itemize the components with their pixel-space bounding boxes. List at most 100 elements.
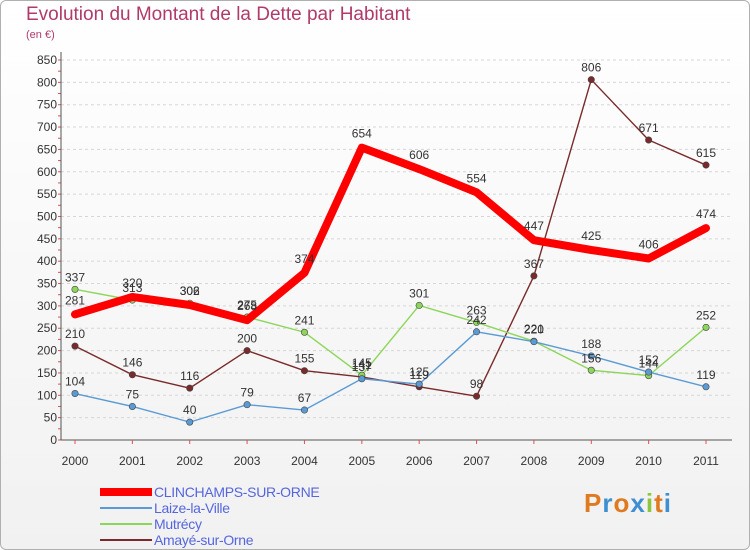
data-label: 210	[65, 327, 85, 341]
data-label: 275	[237, 298, 257, 312]
data-point	[300, 328, 308, 336]
data-label: 302	[180, 284, 200, 298]
data-point	[415, 380, 423, 388]
legend-swatch	[100, 523, 152, 525]
data-point	[473, 392, 481, 400]
logo-letter: x	[630, 488, 646, 518]
legend-swatch	[100, 488, 152, 496]
data-label: 155	[294, 352, 314, 366]
data-label: 367	[524, 257, 544, 271]
y-tick-label: 750	[37, 98, 57, 112]
data-label: 220	[524, 323, 544, 337]
logo-letter: i	[645, 488, 655, 518]
data-label: 241	[294, 313, 314, 327]
y-tick-label: 200	[37, 344, 57, 358]
logo-letter: P	[584, 488, 603, 518]
chart-title: Evolution du Montant de la Dette par Hab…	[26, 4, 411, 25]
data-label: 313	[122, 281, 142, 295]
data-label: 79	[240, 386, 254, 400]
y-tick-label: 150	[37, 366, 57, 380]
data-label: 474	[696, 207, 716, 221]
data-label: 119	[410, 368, 429, 382]
data-point	[473, 328, 481, 336]
data-point	[415, 301, 423, 309]
logo-letter: r	[602, 488, 614, 518]
legend-swatch	[100, 507, 152, 509]
y-tick-label: 850	[37, 53, 57, 67]
logo-letter: i	[663, 488, 672, 518]
data-label: 301	[409, 286, 429, 300]
x-tick-label: 2006	[406, 454, 433, 468]
series-line-1	[74, 331, 707, 423]
data-label: 40	[183, 403, 197, 417]
data-point	[530, 272, 538, 280]
data-point	[530, 338, 538, 346]
data-label: 806	[581, 61, 601, 75]
axes: 0 50 100 150 200 250 300 350 400 450 500 550 600 650 7…	[37, 52, 732, 468]
data-label: 125	[409, 365, 429, 379]
data-point	[243, 347, 251, 355]
data-label: 200	[237, 332, 257, 346]
x-tick-label: 2004	[291, 454, 318, 468]
data-point	[645, 136, 653, 144]
data-label: 374	[294, 252, 314, 266]
y-tick-label: 0	[50, 433, 57, 447]
data-label: 406	[639, 237, 659, 251]
data-point	[702, 323, 710, 331]
y-tick-label: 50	[44, 411, 58, 425]
data-label: 141	[352, 358, 372, 372]
data-point	[186, 384, 194, 392]
x-tick-label: 2002	[176, 454, 203, 468]
data-label: 281	[65, 293, 85, 307]
data-label: 146	[122, 356, 142, 370]
data-point	[702, 383, 710, 391]
data-point	[300, 406, 308, 414]
series-line-0	[71, 143, 710, 325]
data-point	[587, 366, 595, 374]
y-tick-label: 650	[37, 142, 57, 156]
data-point	[128, 371, 136, 379]
data-label: 425	[581, 229, 601, 243]
y-tick-label: 550	[37, 187, 57, 201]
data-label: 554	[467, 171, 487, 185]
y-tick-label: 350	[37, 277, 57, 291]
x-tick-label: 2011	[693, 454, 719, 468]
x-tick-label: 2010	[635, 454, 662, 468]
data-label: 98	[470, 377, 484, 391]
data-point	[186, 418, 194, 426]
data-point	[71, 342, 79, 350]
x-tick-label: 2008	[521, 454, 548, 468]
legend-label: Laize-la-Ville	[154, 500, 230, 516]
data-label: 144	[639, 357, 659, 371]
data-label: 306	[180, 284, 200, 298]
x-tick-label: 2009	[578, 454, 605, 468]
data-label: 137	[352, 360, 372, 374]
data-point	[473, 318, 481, 326]
data-point	[71, 390, 79, 398]
logo-letter: t	[654, 488, 664, 518]
data-label: 67	[298, 391, 312, 405]
legend-label: Mutrécy	[154, 516, 202, 532]
y-tick-label: 600	[37, 165, 57, 179]
data-point	[128, 402, 136, 410]
data-point	[358, 375, 366, 383]
data-point	[702, 161, 710, 169]
data-label: 268	[237, 299, 257, 313]
data-label: 152	[639, 353, 659, 367]
data-point	[645, 368, 653, 376]
y-tick-label: 250	[37, 321, 57, 335]
data-label-layer: 281 320 302 268 374 654 606 554 447 425 406 474 104 7…	[65, 61, 716, 417]
data-label: 221	[524, 322, 544, 336]
y-tick-label: 800	[37, 75, 57, 89]
legend-swatch	[100, 539, 152, 541]
chart-subtitle: (en €)	[26, 29, 55, 41]
data-point	[71, 285, 79, 293]
data-label: 104	[65, 375, 85, 389]
data-label: 188	[581, 337, 601, 351]
x-tick-label: 2005	[348, 454, 375, 468]
data-label: 252	[696, 308, 716, 322]
y-tick-label: 400	[37, 254, 57, 268]
y-tick-label: 700	[37, 120, 57, 134]
logo-letter: o	[613, 488, 631, 518]
